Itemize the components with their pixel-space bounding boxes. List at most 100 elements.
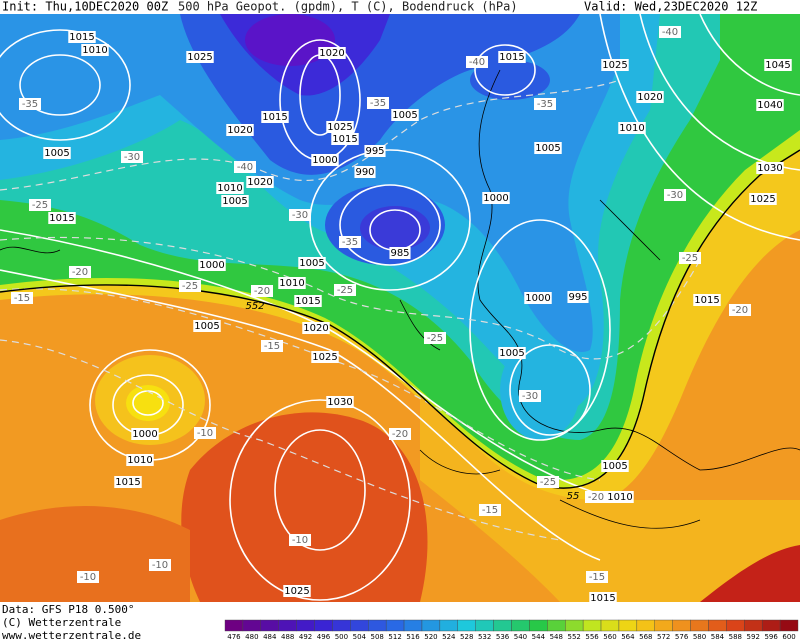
label-box	[302, 322, 330, 334]
pressure-label: 1015	[69, 32, 94, 43]
label-box	[114, 476, 142, 488]
colorbar-swatch	[654, 619, 673, 632]
pressure-label: 1010	[279, 278, 304, 289]
label-box	[764, 59, 792, 71]
copyright: (C) Wetterzentrale	[2, 616, 121, 629]
red-field	[181, 412, 428, 602]
geopotential-552-contour	[0, 149, 800, 489]
label-box	[318, 47, 346, 59]
pressure-label: 990	[355, 167, 374, 178]
label-box	[537, 476, 559, 488]
label-box	[519, 390, 541, 402]
colorbar-swatch	[350, 619, 369, 632]
temperature-label: -35	[22, 99, 38, 110]
label-box	[424, 332, 446, 344]
label-box	[216, 182, 244, 194]
label-box	[498, 347, 526, 359]
temperature-label: -10	[197, 428, 213, 439]
deep-blue-low	[360, 206, 430, 250]
label-box	[251, 285, 273, 297]
colorbar-label: 576	[675, 633, 689, 641]
label-box	[179, 280, 201, 292]
temperature-label: -20	[254, 286, 270, 297]
isobar	[274, 429, 366, 551]
label-box	[193, 320, 221, 332]
pressure-label: 1005	[392, 110, 417, 121]
pressure-label: 1020	[319, 48, 344, 59]
pressure-label: 1020	[303, 323, 328, 334]
temperature-label: -20	[392, 429, 408, 440]
colorbar-swatch	[475, 619, 494, 632]
label-box	[29, 199, 51, 211]
colorbar-swatch	[708, 619, 727, 632]
pressure-label: 1010	[217, 183, 242, 194]
colorbar-swatch	[439, 619, 458, 632]
purple-core	[245, 14, 335, 66]
pressure-label: 1025	[750, 194, 775, 205]
isobar	[469, 219, 611, 441]
colorbar-swatch	[565, 619, 584, 632]
isobars	[0, 14, 800, 601]
pressure-label: 1025	[602, 60, 627, 71]
colorbar-label: 548	[550, 633, 563, 641]
pressure-label: 1005	[499, 348, 524, 359]
colorbar-swatch	[761, 619, 781, 632]
temperature-label: -10	[292, 535, 308, 546]
header-band	[0, 0, 800, 14]
label-box	[289, 534, 311, 546]
isobar	[0, 14, 800, 561]
colorbar-label: 504	[353, 633, 367, 641]
colorbar-label: 556	[585, 633, 599, 641]
pressure-label: 1005	[299, 258, 324, 269]
label-box	[679, 252, 701, 264]
temperature-label: -15	[14, 293, 30, 304]
label-box	[126, 454, 154, 466]
colorbar-label: 568	[639, 633, 652, 641]
init-time: Init: Thu,10DEC2020 00Z	[2, 0, 168, 14]
pressure-label: 1005	[222, 196, 247, 207]
label-box	[69, 266, 91, 278]
colorbar-label: 480	[245, 633, 258, 641]
colorbar-swatch	[385, 619, 405, 632]
colorbar-label: 584	[711, 633, 725, 641]
temperature-label: -25	[427, 333, 443, 344]
pressure-label: 1025	[312, 352, 337, 363]
label-box	[11, 292, 33, 304]
colorbar-label: 596	[764, 633, 778, 641]
pressure-label: 1005	[535, 143, 560, 154]
label-box	[534, 98, 556, 110]
temperature-label: -15	[589, 572, 605, 583]
label-box	[326, 396, 354, 408]
label-box	[221, 195, 249, 207]
colorbar-swatch	[582, 619, 602, 632]
label-box	[48, 212, 76, 224]
label-box	[234, 161, 256, 173]
colorbar-label: 512	[388, 633, 401, 641]
pressure-label: 1010	[82, 45, 107, 56]
label-box	[261, 111, 289, 123]
isotherm	[0, 79, 701, 541]
orange-red-field	[0, 506, 190, 602]
colorbar-label: 516	[406, 633, 420, 641]
temperature-label: -20	[588, 492, 604, 503]
colorbar-label: 500	[335, 633, 348, 641]
pressure-label: 1010	[619, 123, 644, 134]
temperature-label: -25	[182, 281, 198, 292]
isobar	[0, 29, 131, 141]
pressure-label: 1020	[637, 92, 662, 103]
temperature-label: -35	[537, 99, 553, 110]
colorbar-label: 564	[621, 633, 635, 641]
label-box	[131, 428, 159, 440]
colorbar-label: 540	[514, 633, 527, 641]
temperature-label: -30	[292, 210, 308, 221]
label-box	[636, 91, 664, 103]
temperature-label: -20	[72, 267, 88, 278]
colorbar-label: 476	[227, 633, 241, 641]
colorbar-label: 484	[263, 633, 277, 641]
temperature-label: -10	[80, 572, 96, 583]
temperature-label: -40	[237, 162, 253, 173]
colorbar-label: 536	[496, 633, 510, 641]
pressure-label: 1015	[332, 134, 357, 145]
